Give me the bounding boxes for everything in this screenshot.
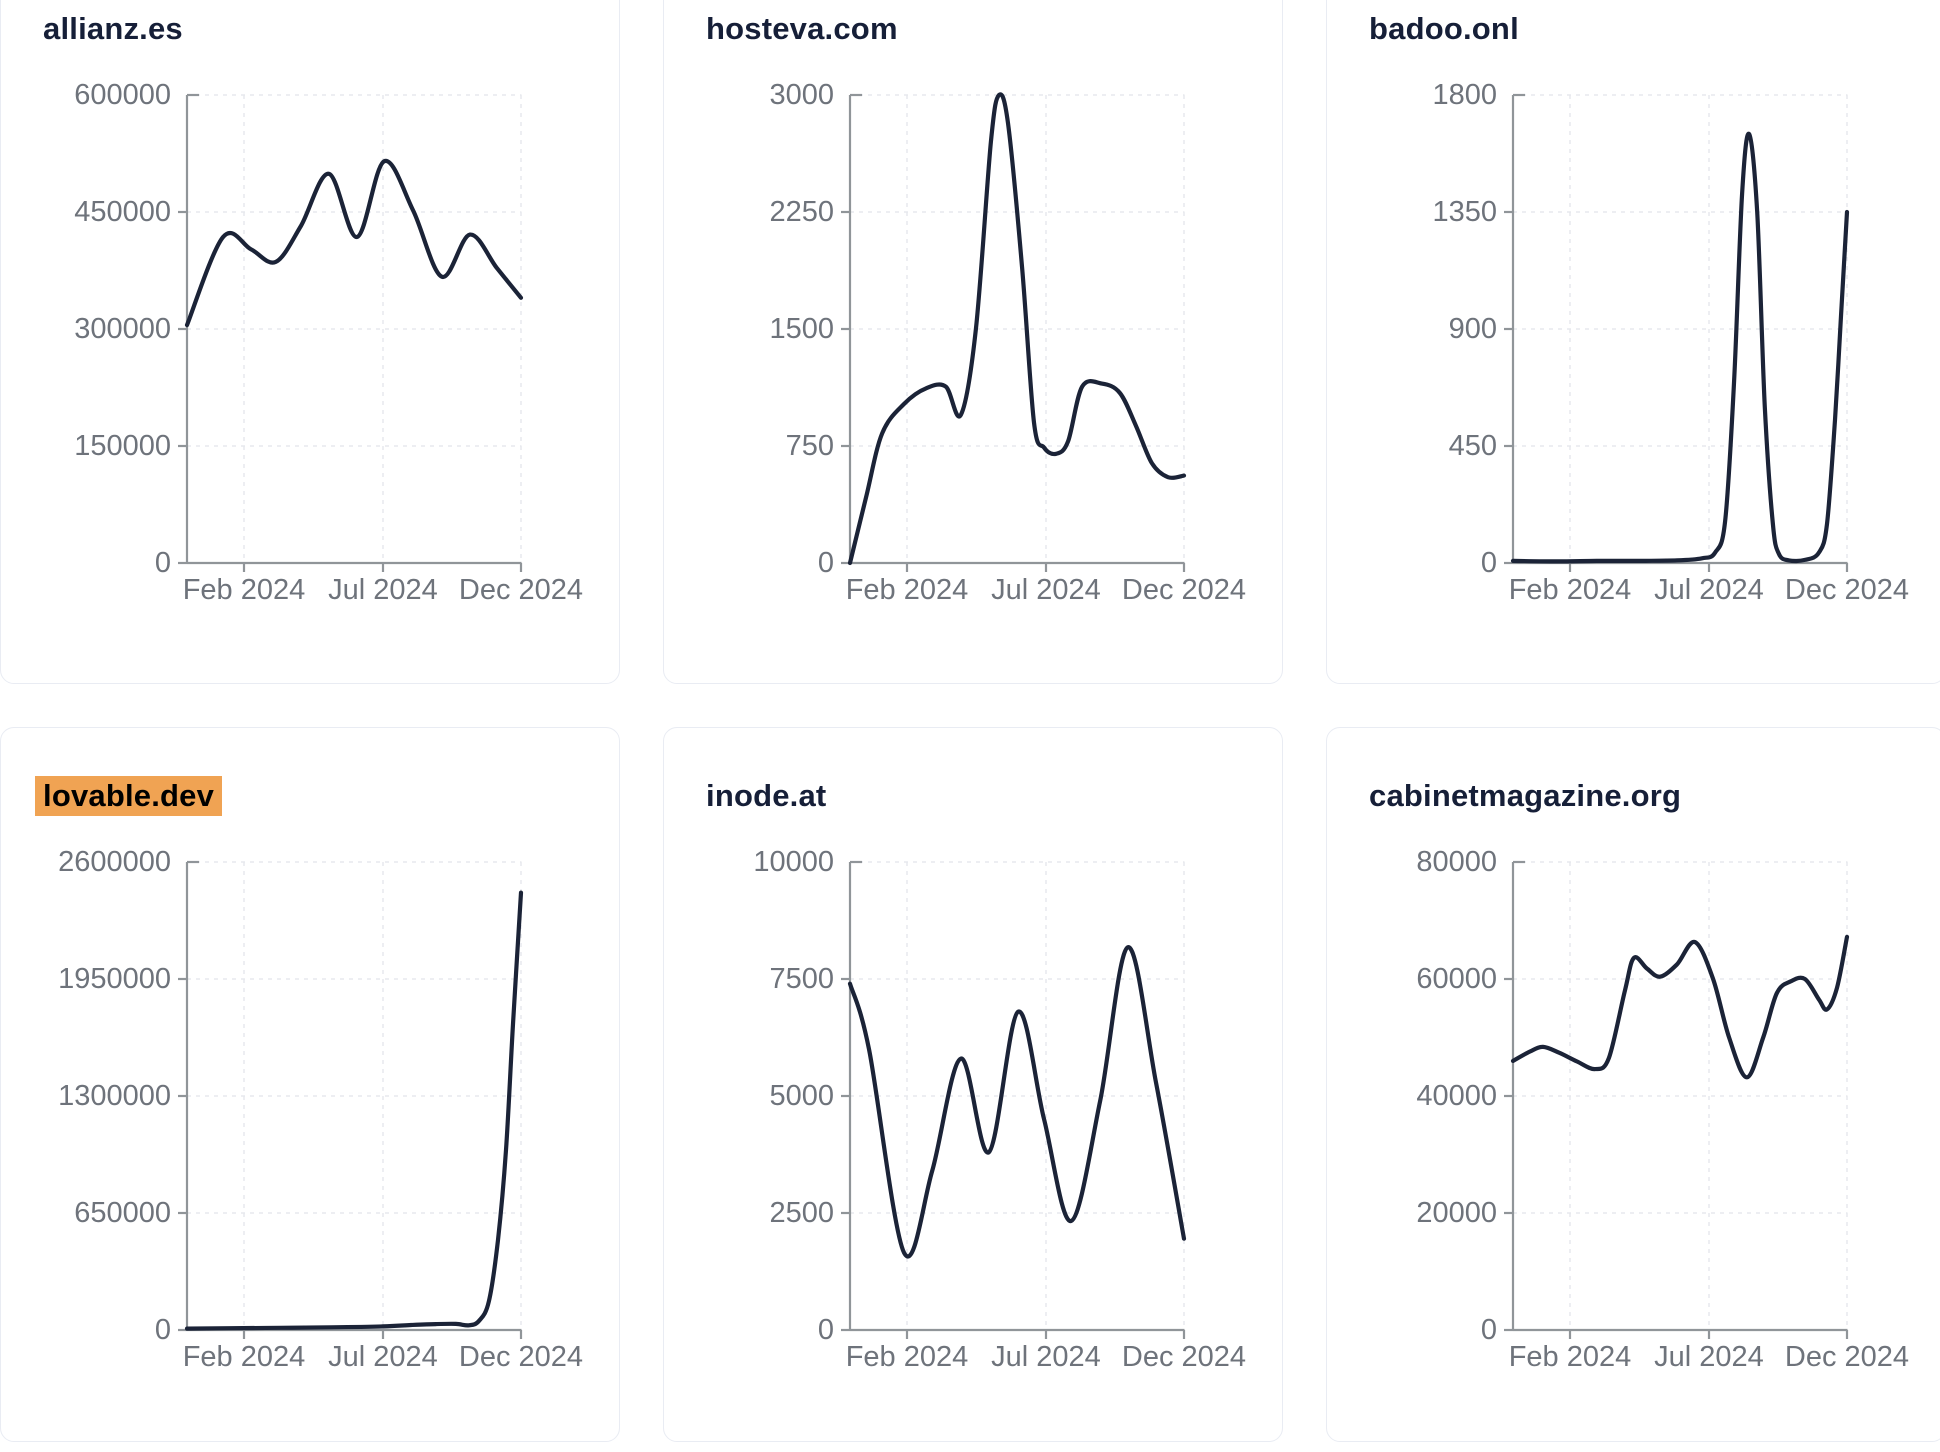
axes (178, 93, 523, 572)
y-tick-label: 900 (1449, 313, 1497, 345)
y-tick-label: 450000 (74, 196, 171, 228)
y-tick-label: 2500 (769, 1197, 834, 1229)
x-tick-label: Dec 2024 (459, 574, 583, 606)
line-chart: 10000 7500 5000 2500 0 Feb 2024 Jul 2024 Dec 20… (753, 846, 1246, 1373)
y-tick-label: 10000 (753, 846, 834, 878)
chart-card: allianz.es 600000 450000 300000 150000 0 Feb … (0, 0, 620, 684)
x-tick-label: Dec 2024 (1122, 1341, 1246, 1373)
line-series (184, 890, 524, 1331)
y-tick-label: 1300000 (58, 1080, 171, 1112)
y-tick-labels: 1800 1350 900 450 0 (1432, 79, 1497, 579)
y-tick-label: 1500 (769, 313, 834, 345)
x-tick-labels: Feb 2024 Jul 2024 Dec 2024 (846, 1341, 1246, 1373)
y-tick-label: 150000 (74, 430, 171, 462)
x-tick-label: Dec 2024 (1785, 574, 1909, 606)
gridlines (1513, 94, 1848, 563)
y-tick-label: 750 (786, 430, 834, 462)
chart-title: allianz.es (43, 11, 183, 46)
y-tick-label: 5000 (769, 1080, 834, 1112)
line-series (847, 92, 1187, 566)
y-tick-label: 650000 (74, 1197, 171, 1229)
x-tick-labels: Feb 2024 Jul 2024 Dec 2024 (1509, 574, 1909, 606)
x-tick-label: Jul 2024 (1654, 1341, 1764, 1373)
y-tick-label: 0 (155, 1314, 171, 1346)
y-tick-label: 0 (1481, 1314, 1497, 1346)
chart-card: badoo.onl 1800 1350 900 450 0 Feb 2024 Jul 202… (1326, 0, 1940, 684)
gridlines (1513, 861, 1848, 1330)
x-tick-label: Jul 2024 (1654, 574, 1764, 606)
chart-card: inode.at 10000 7500 5000 2500 0 Feb 2024 Jul 2… (663, 727, 1283, 1442)
line-series (847, 945, 1187, 1259)
y-tick-label: 20000 (1416, 1197, 1497, 1229)
x-tick-label: Jul 2024 (991, 574, 1101, 606)
y-tick-label: 1950000 (58, 963, 171, 995)
y-tick-labels: 3000 2250 1500 750 0 (769, 79, 834, 579)
gridlines (850, 94, 1185, 563)
x-tick-label: Dec 2024 (1785, 1341, 1909, 1373)
chart-card: lovable.dev 2600000 1950000 1300000 650000 0… (0, 727, 620, 1442)
y-tick-label: 7500 (769, 963, 834, 995)
y-tick-label: 0 (155, 547, 171, 579)
axes (1504, 860, 1849, 1339)
chart-title: hosteva.com (706, 11, 898, 46)
x-tick-label: Feb 2024 (846, 1341, 969, 1373)
y-tick-label: 2250 (769, 196, 834, 228)
y-tick-labels: 10000 7500 5000 2500 0 (753, 846, 834, 1346)
gridlines (187, 861, 522, 1330)
x-tick-label: Feb 2024 (846, 574, 969, 606)
gridlines (850, 861, 1185, 1330)
axes (841, 860, 1186, 1339)
x-tick-label: Jul 2024 (991, 1341, 1101, 1373)
line-series (1510, 934, 1850, 1080)
axes (841, 93, 1186, 572)
y-tick-label: 600000 (74, 79, 171, 111)
x-tick-label: Feb 2024 (183, 1341, 306, 1373)
line-series (184, 159, 524, 328)
x-tick-labels: Feb 2024 Jul 2024 Dec 2024 (183, 1341, 583, 1373)
chart-title: lovable.dev (35, 776, 223, 816)
chart-card: cabinetmagazine.org 80000 60000 40000 20000… (1326, 727, 1940, 1442)
x-tick-label: Dec 2024 (1122, 574, 1246, 606)
y-tick-label: 60000 (1416, 963, 1497, 995)
y-tick-label: 80000 (1416, 846, 1497, 878)
line-chart: 80000 60000 40000 20000 0 Feb 2024 Jul 2024 Dec… (1416, 846, 1909, 1373)
y-tick-label: 1800 (1432, 79, 1497, 111)
chart-title: badoo.onl (1369, 11, 1519, 46)
y-tick-label: 40000 (1416, 1080, 1497, 1112)
axes (1504, 93, 1849, 572)
line-series (1510, 131, 1850, 564)
line-chart: 600000 450000 300000 150000 0 Feb 2024 Jul 202… (74, 79, 583, 606)
chart-card: hosteva.com 3000 2250 1500 750 0 Feb 2024 Jul … (663, 0, 1283, 684)
y-tick-label: 3000 (769, 79, 834, 111)
line-chart: 1800 1350 900 450 0 Feb 2024 Jul 2024 Dec 2024 (1432, 79, 1909, 606)
line-chart: 2600000 1950000 1300000 650000 0 Feb 2024 Jul … (58, 846, 583, 1373)
y-tick-label: 0 (1481, 547, 1497, 579)
x-tick-labels: Feb 2024 Jul 2024 Dec 2024 (846, 574, 1246, 606)
x-tick-labels: Feb 2024 Jul 2024 Dec 2024 (183, 574, 583, 606)
gridlines (187, 94, 522, 563)
y-tick-label: 0 (818, 547, 834, 579)
x-tick-label: Feb 2024 (1509, 1341, 1632, 1373)
chart-title: inode.at (706, 778, 827, 813)
x-tick-label: Jul 2024 (328, 1341, 438, 1373)
chart-title: cabinetmagazine.org (1369, 778, 1682, 813)
line-chart: 3000 2250 1500 750 0 Feb 2024 Jul 2024 Dec 2024 (769, 79, 1246, 606)
y-tick-label: 2600000 (58, 846, 171, 878)
axes (178, 860, 523, 1339)
x-tick-labels: Feb 2024 Jul 2024 Dec 2024 (1509, 1341, 1909, 1373)
y-tick-labels: 2600000 1950000 1300000 650000 0 (58, 846, 171, 1346)
x-tick-label: Dec 2024 (459, 1341, 583, 1373)
y-tick-label: 0 (818, 1314, 834, 1346)
y-tick-label: 1350 (1432, 196, 1497, 228)
y-tick-labels: 80000 60000 40000 20000 0 (1416, 846, 1497, 1346)
y-tick-label: 300000 (74, 313, 171, 345)
y-tick-labels: 600000 450000 300000 150000 0 (74, 79, 171, 579)
x-tick-label: Jul 2024 (328, 574, 438, 606)
y-tick-label: 450 (1449, 430, 1497, 462)
x-tick-label: Feb 2024 (183, 574, 306, 606)
x-tick-label: Feb 2024 (1509, 574, 1632, 606)
